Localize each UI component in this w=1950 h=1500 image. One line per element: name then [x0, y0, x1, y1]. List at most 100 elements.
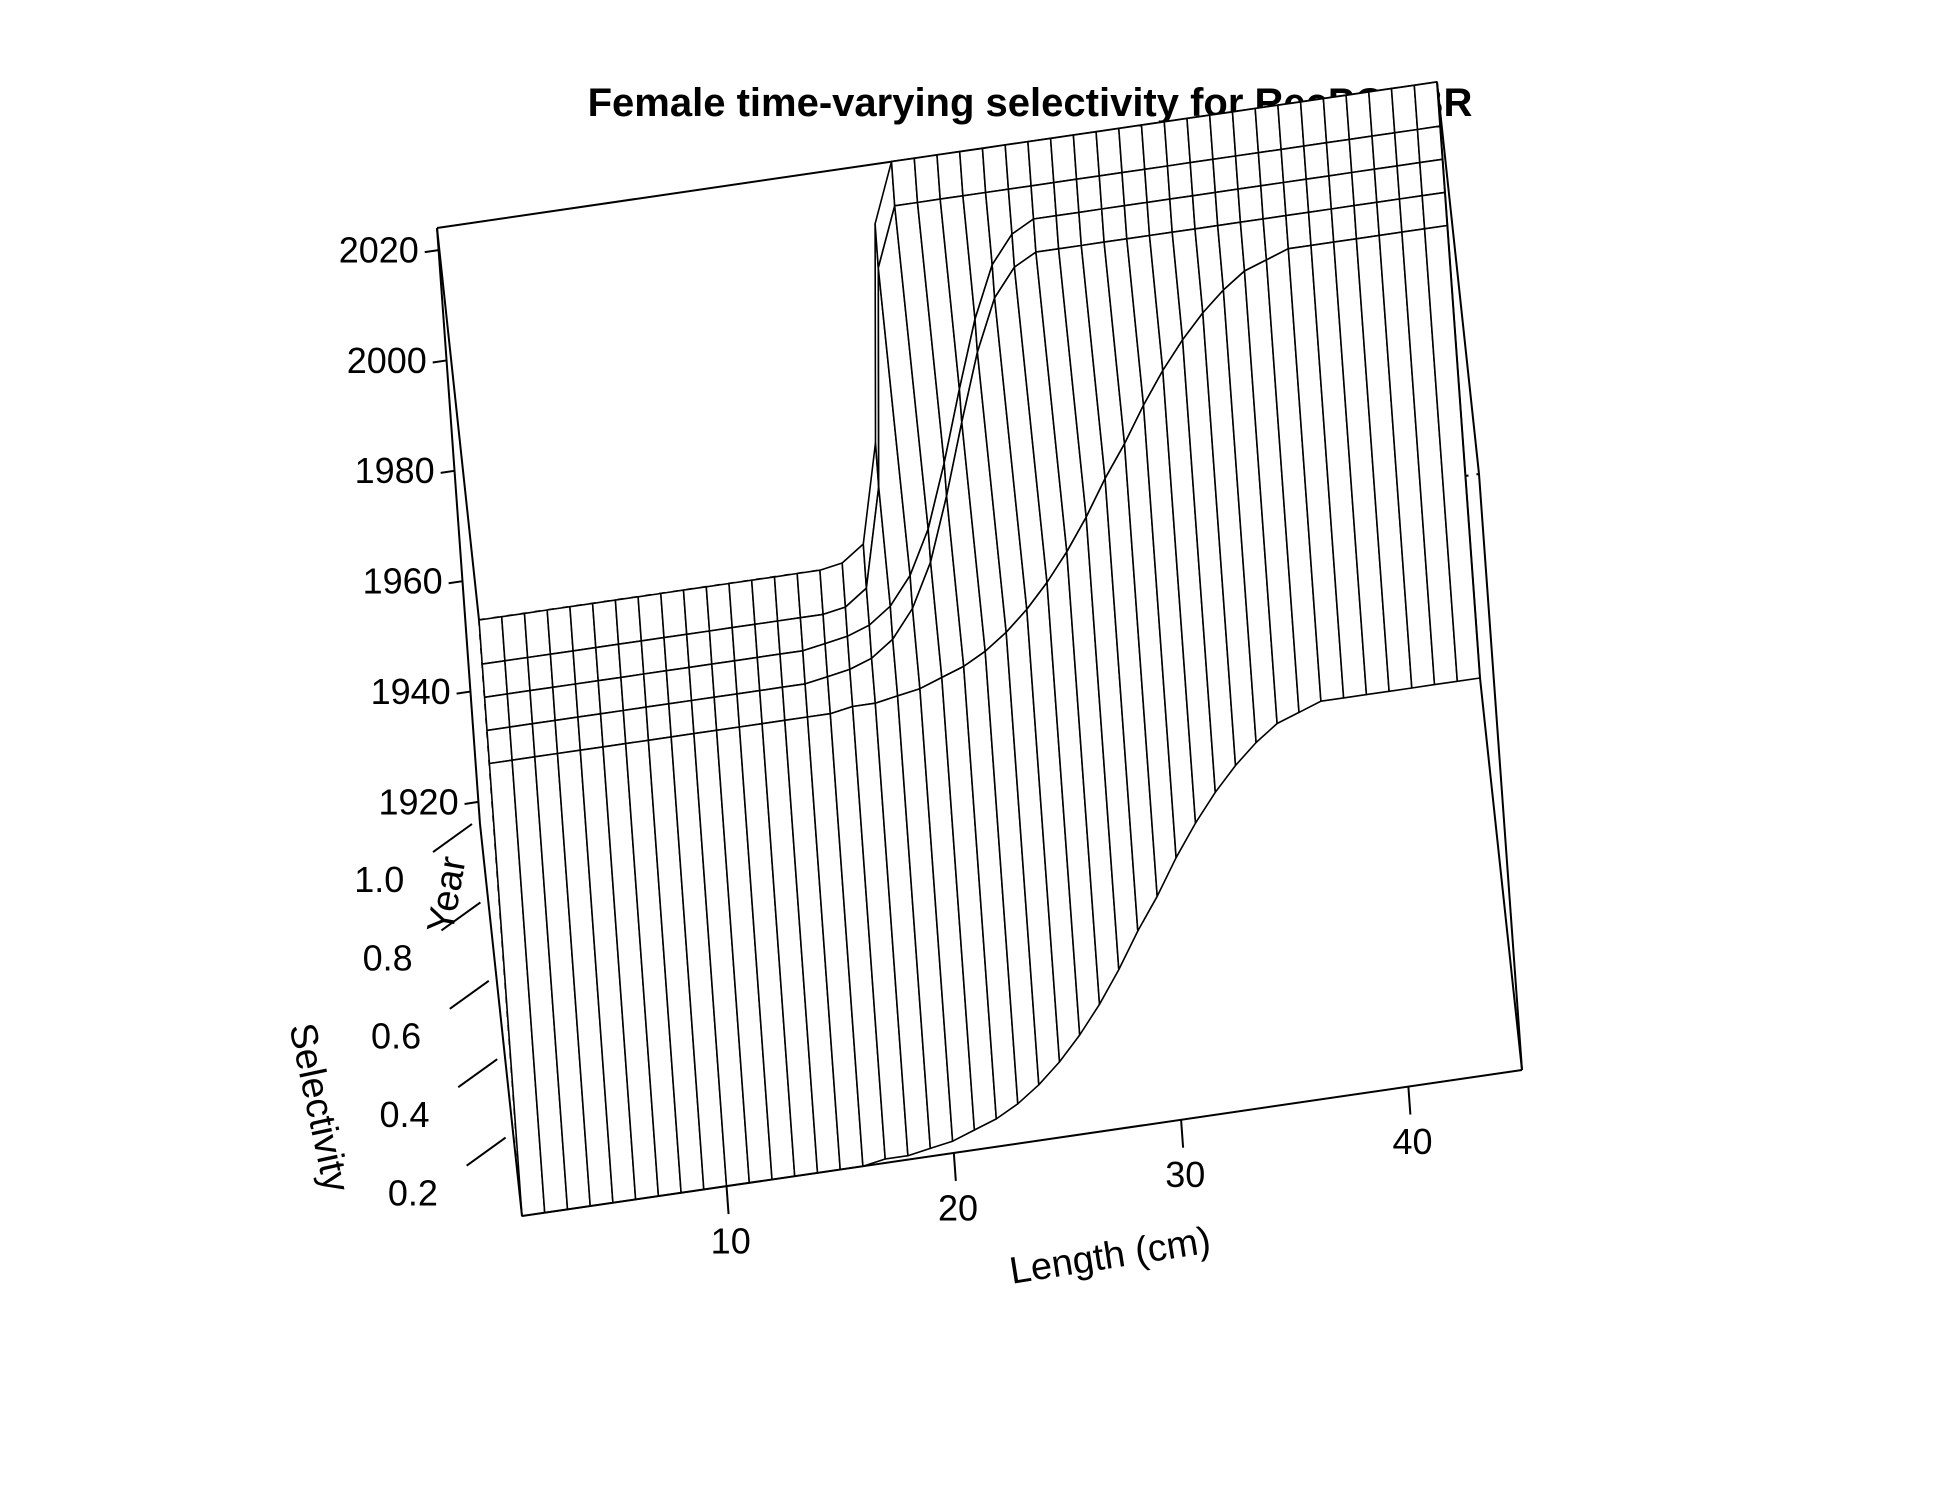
surface-facet [1095, 127, 1123, 177]
surface-facet [1373, 165, 1401, 204]
surface-facet [1371, 132, 1398, 170]
surface-facet [572, 646, 600, 685]
surface-facet [1368, 87, 1396, 137]
surface-facet [688, 663, 716, 702]
surface-facet [796, 569, 824, 619]
surface-facet [685, 630, 713, 669]
surface-facet [1305, 175, 1333, 214]
surface-facet [756, 653, 784, 692]
surface-facet [1053, 178, 1080, 217]
surface-facet [531, 719, 559, 758]
surface-facet [1231, 107, 1260, 157]
y-tick-label: 2020 [339, 230, 419, 271]
box-edge [521, 1069, 1523, 1217]
y-axis-tick [448, 580, 463, 585]
surface-facet [546, 605, 574, 656]
y-axis-tick [440, 469, 455, 474]
surface-facet [1208, 111, 1237, 161]
surface-facet [773, 572, 802, 622]
surface-facet [1004, 140, 1032, 190]
surface-facet [1416, 125, 1444, 164]
surface-facet [1393, 128, 1421, 167]
surface-facet [1307, 208, 1335, 247]
surface-facet [1078, 208, 1105, 247]
surface-facet [478, 615, 506, 665]
box-edge [1479, 677, 1523, 1071]
box-edge [1436, 81, 1480, 475]
surface-facet [599, 709, 627, 748]
surface-facet [1257, 148, 1285, 187]
surface-facet [574, 679, 602, 718]
surface-facet [733, 656, 761, 695]
surface-facet [958, 147, 987, 197]
y-tick-label: 1940 [371, 671, 451, 712]
surface-facet [1075, 175, 1103, 214]
box-edge [436, 227, 481, 825]
surface-facet [981, 144, 1010, 194]
surface-facet [1118, 124, 1146, 174]
z-axis-label: Selectivity [280, 1019, 357, 1195]
y-axis-tick [464, 800, 479, 805]
surface-facet [554, 716, 582, 755]
box-edge [479, 823, 523, 1217]
z-axis-tick [466, 1136, 507, 1167]
surface-facet [1191, 191, 1219, 230]
z-axis-tick [457, 1058, 498, 1089]
surface-facet [1280, 145, 1307, 184]
surface-facet [1299, 97, 1328, 147]
surface-facet [1345, 91, 1373, 141]
surface-facet [1260, 181, 1287, 220]
surface-facet [1123, 201, 1151, 240]
x-tick-label: 40 [1392, 1121, 1432, 1162]
y-axis-tick [432, 359, 447, 364]
surface-facet [620, 673, 647, 712]
surface-facet [1398, 194, 1426, 233]
surface-facet [1163, 117, 1191, 167]
z-tick-label: 0.4 [379, 1094, 429, 1135]
box-edge [1478, 473, 1523, 1071]
surface-facet [506, 689, 534, 728]
x-tick-label: 30 [1165, 1154, 1205, 1195]
surface-facet [1322, 94, 1351, 144]
surface-facet [1390, 84, 1419, 134]
surface-facet [591, 599, 620, 649]
x-axis-label: Length (cm) [1007, 1220, 1214, 1293]
surface-facet [1303, 141, 1330, 180]
surface-facet [500, 612, 529, 662]
surface-facet [569, 602, 597, 652]
box-edge [436, 227, 480, 621]
surface-facet [1237, 185, 1264, 223]
z-axis-tick [440, 901, 481, 932]
surface-facet [1146, 198, 1173, 237]
surface-facet [637, 592, 665, 642]
surface-facet [1413, 81, 1441, 131]
surface-facet [1032, 214, 1060, 253]
surface-facet [577, 712, 604, 752]
surface-facet [736, 689, 763, 728]
surface-facet [1285, 211, 1312, 250]
surface-facet [1396, 161, 1423, 200]
x-tick-label: 10 [711, 1221, 751, 1262]
surface-facet [728, 579, 756, 629]
surface-mesh [478, 81, 1481, 1217]
surface-facet [890, 157, 919, 207]
surface-facet [913, 154, 942, 204]
surface-facet [508, 722, 536, 762]
bounding-box-front [436, 81, 1523, 1217]
surface-facet [710, 659, 738, 699]
surface-facet [504, 656, 531, 695]
surface-facet [486, 726, 513, 765]
x-tick-label: 20 [938, 1187, 978, 1228]
surface-facet [1030, 181, 1057, 220]
surface-facet [523, 609, 552, 659]
surface-facet [645, 702, 673, 742]
surface-facet [481, 659, 509, 699]
box-edge [1436, 81, 1481, 679]
surface-facet [1027, 137, 1055, 187]
surface-facet [614, 595, 643, 646]
y-tick-label: 1920 [379, 781, 459, 822]
surface-facet [1072, 131, 1101, 180]
surface-facet [731, 623, 759, 662]
